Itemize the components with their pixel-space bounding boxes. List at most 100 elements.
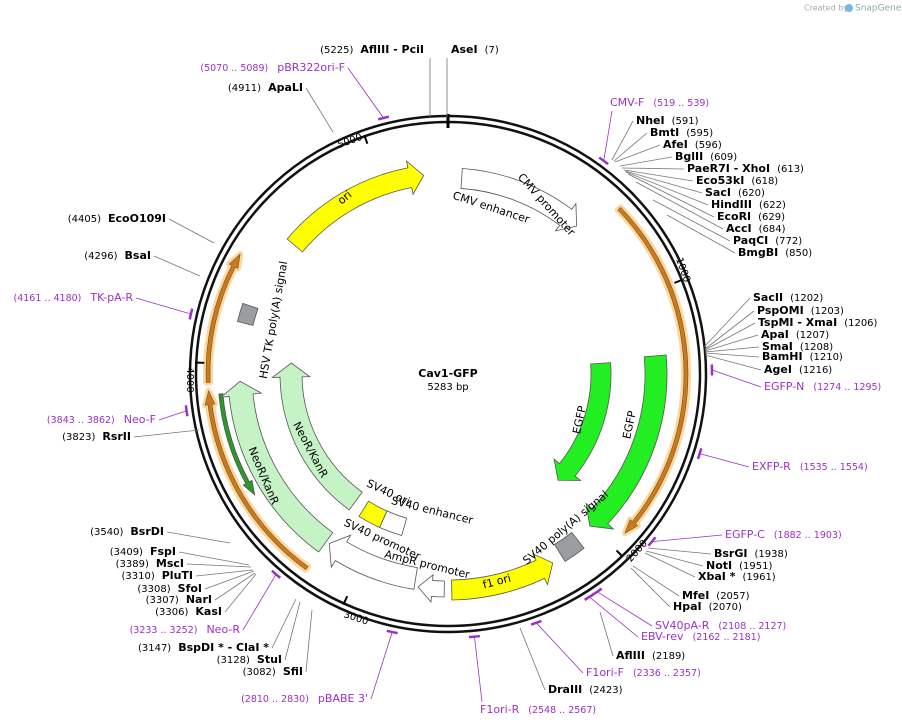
primer-mark (377, 115, 390, 121)
site-position: (591) (672, 116, 699, 127)
site-position: (596) (695, 140, 722, 151)
site-label: BglII (609) (675, 150, 737, 163)
plasmid-name: Cav1-GFP (418, 367, 478, 380)
primer-label: F1ori-R (2548 .. 2567) (480, 703, 596, 716)
primer-mark (696, 447, 703, 460)
site-leader (666, 214, 736, 254)
site-label: ApaI (1207) (761, 328, 829, 341)
primer-name: CMV-F (610, 96, 644, 109)
primer-mark (271, 569, 282, 579)
site-position: (1216) (799, 365, 832, 376)
site-label: AccI (684) (726, 222, 786, 235)
primer-label: (2810 .. 2830) pBABE 3' (241, 692, 368, 705)
primer-leader (603, 110, 613, 161)
site-leader (632, 565, 680, 597)
site-label: EcoRI (629) (717, 210, 785, 223)
primer-label: EGFP-N (1274 .. 1295) (764, 380, 881, 393)
primer-leader (535, 622, 584, 674)
feature-box (553, 531, 585, 562)
ruler-tick (363, 134, 369, 145)
primer-label: EGFP-C (1882 .. 1903) (725, 528, 842, 541)
site-name: HindIII (711, 198, 752, 211)
primer-name: EXFP-R (752, 460, 791, 473)
feature-box (379, 510, 408, 536)
site-name: SfoI (178, 582, 202, 595)
primer-range: (1882 .. 1903) (774, 530, 842, 541)
site-leader (613, 132, 648, 162)
site-position: (595) (686, 128, 713, 139)
primer-leader (596, 591, 653, 627)
site-position: (2057) (716, 591, 749, 602)
site-name: MfeI (682, 589, 709, 602)
site-position: (1938) (754, 549, 787, 560)
primer-range: (1535 .. 1554) (800, 462, 868, 473)
site-position: (2423) (589, 685, 622, 696)
site-label: SacI (620) (705, 186, 765, 199)
site-leader (166, 531, 231, 544)
site-label: AfeI (596) (663, 138, 722, 151)
site-position: (684) (759, 224, 786, 235)
site-name: AflIII (616, 649, 645, 662)
site-label: PaeR7I - XhoI (613) (687, 162, 804, 175)
site-label: NotI (1951) (706, 559, 772, 572)
site-leader (599, 611, 614, 657)
site-name: RsrII (102, 430, 131, 443)
site-position: (1207) (796, 330, 829, 341)
orf-arrow (204, 390, 309, 571)
primer-name: SV40pA-R (655, 619, 710, 632)
site-position: (1206) (844, 318, 877, 329)
site-leader (133, 429, 200, 438)
ruler-tick (342, 595, 349, 605)
site-label: (3409) FspI (110, 545, 176, 558)
site-name: StuI (257, 653, 282, 666)
site-label: BmtI (595) (650, 126, 713, 139)
primer-name: F1ori-F (586, 666, 624, 679)
feature-arrow (417, 573, 445, 603)
site-name: Eco53kI (696, 174, 744, 187)
primer-range: (3843 .. 3862) (47, 415, 115, 426)
site-label: (4405) EcoO109I (68, 212, 166, 225)
primer-leader (347, 67, 384, 119)
feature-box (358, 500, 388, 529)
site-name: PspOMI (757, 304, 804, 317)
orf-arrow (218, 393, 256, 496)
primer-name: pBABE 3' (318, 692, 368, 705)
site-name: PaqCI (733, 234, 768, 247)
primer-label: F1ori-F (2336 .. 2357) (586, 666, 701, 679)
site-leader (214, 572, 256, 601)
primer-label: (5070 .. 5089) pBR322ori-F (200, 61, 345, 74)
site-position: (622) (759, 200, 786, 211)
site-label: (3082) SfiI (243, 665, 303, 678)
primer-mark (530, 619, 542, 626)
site-leader (168, 218, 215, 244)
site-name: BspDI * - ClaI * (178, 641, 269, 654)
site-position: (3389) (116, 559, 149, 570)
site-label: (5225) AflIII - PciI (320, 43, 424, 56)
primer-name: EBV-rev (641, 630, 684, 643)
site-name: BmtI (650, 126, 679, 139)
primer-label: CMV-F (519 .. 539) (610, 96, 709, 109)
site-name: NheI (636, 114, 665, 127)
site-leader (704, 310, 755, 350)
site-name: BsrDI (130, 525, 164, 538)
site-position: (5225) (320, 45, 353, 56)
site-position: (618) (751, 176, 778, 187)
site-label: (3147) BspDI * - ClaI * (138, 641, 269, 654)
site-label: (3310) PluTI (121, 569, 193, 582)
ruler-label: 5000 (336, 132, 364, 151)
site-name: AfeI (663, 138, 688, 151)
site-position: (3409) (110, 547, 143, 558)
site-name: MscI (156, 557, 184, 570)
site-position: (3823) (62, 432, 95, 443)
site-leader (627, 173, 715, 218)
primer-range: (2810 .. 2830) (241, 694, 309, 705)
site-leader (284, 601, 301, 661)
site-leader (614, 144, 661, 163)
site-position: (1203) (811, 306, 844, 317)
site-label: MfeI (2057) (682, 589, 750, 602)
credit: Created by (804, 4, 848, 13)
site-position: (7) (485, 45, 499, 56)
site-position: (3306) (155, 607, 188, 618)
ruler-tick (674, 278, 684, 284)
site-name: KasI (195, 605, 222, 618)
